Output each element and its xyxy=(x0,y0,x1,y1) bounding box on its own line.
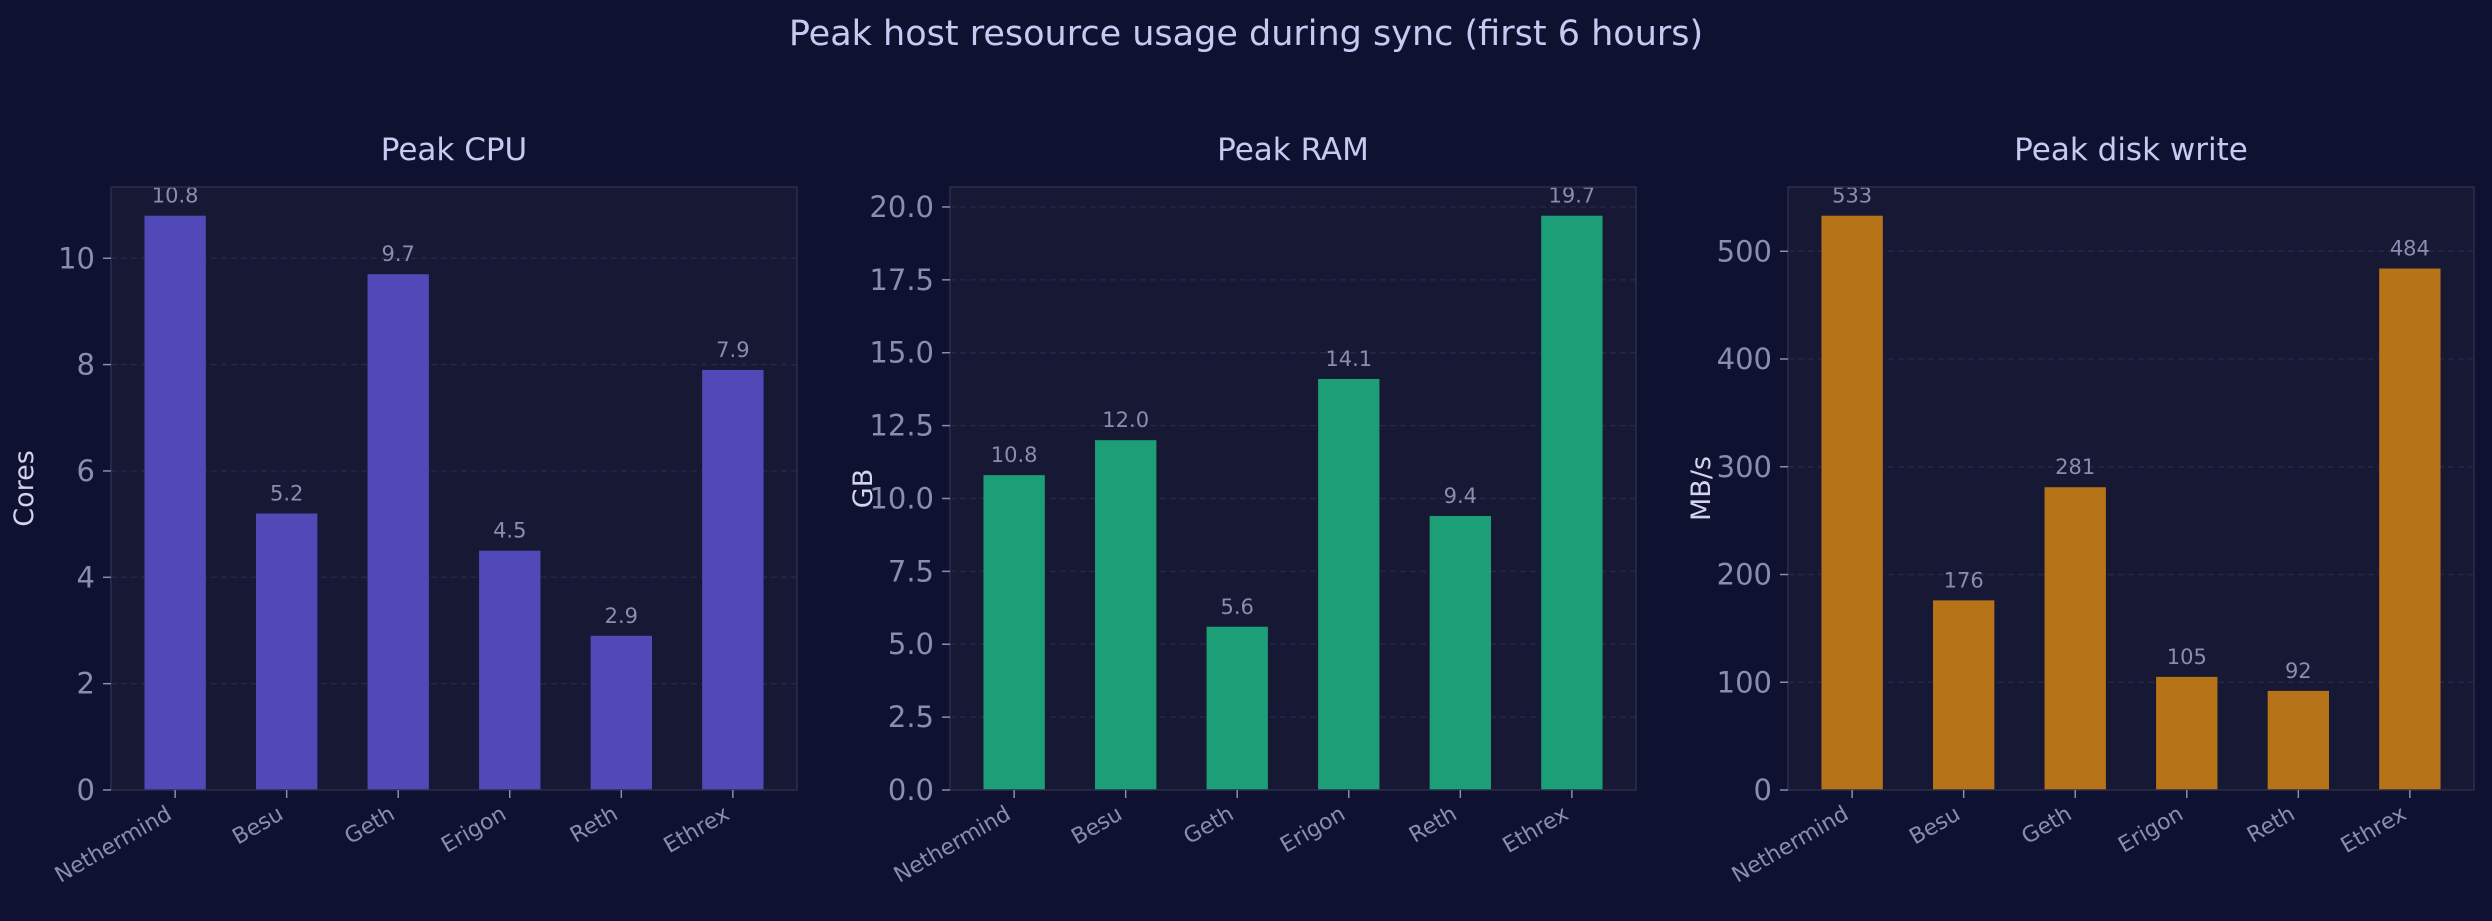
bar xyxy=(702,369,764,790)
plot-frame xyxy=(1787,186,2475,791)
bar-value-label: 9.4 xyxy=(1444,484,1477,508)
bar xyxy=(1318,378,1380,790)
bar xyxy=(983,475,1045,790)
y-tick-label: 0 xyxy=(77,773,95,807)
bar-value-label: 5.2 xyxy=(270,481,303,505)
y-tick-label: 4 xyxy=(77,560,95,594)
y-tick-label: 300 xyxy=(1717,450,1772,484)
bar xyxy=(2267,690,2329,790)
bar-value-label: 2.9 xyxy=(605,604,638,628)
bar xyxy=(1206,626,1268,790)
y-tick-label: 2.5 xyxy=(888,700,934,734)
y-tick-label: 100 xyxy=(1717,665,1772,699)
plot-area xyxy=(111,187,797,790)
plot-frame xyxy=(949,186,1637,791)
bar xyxy=(1429,515,1491,790)
bar xyxy=(144,215,206,790)
bar-value-label: 5.6 xyxy=(1221,595,1254,619)
chart-panel-2: 10.812.05.614.19.419.70.02.55.07.510.012… xyxy=(848,132,1637,888)
panel-title: Peak RAM xyxy=(1217,132,1369,168)
bar-value-label: 14.1 xyxy=(1325,347,1372,371)
figure-title: Peak host resource usage during sync (fi… xyxy=(789,14,1703,54)
bar xyxy=(2156,676,2218,790)
bar-value-label: 12.0 xyxy=(1102,408,1149,432)
plot-area xyxy=(1788,187,2474,790)
y-tick-label: 17.5 xyxy=(869,263,934,297)
bar xyxy=(1541,215,1603,790)
y-tick-label: 15.0 xyxy=(869,336,934,370)
bar-value-label: 484 xyxy=(2390,237,2430,261)
y-axis-label: Cores xyxy=(9,450,40,527)
bar xyxy=(1933,600,1995,790)
bar xyxy=(367,274,429,790)
y-tick-label: 0.0 xyxy=(888,773,934,807)
y-tick-label: 20.0 xyxy=(869,190,934,224)
plot-frame xyxy=(110,186,798,791)
bar-value-label: 7.9 xyxy=(716,338,749,362)
bar-value-label: 281 xyxy=(2055,455,2095,479)
bar-value-label: 10.8 xyxy=(991,443,1038,467)
bar-value-label: 105 xyxy=(2167,645,2207,669)
bar-value-label: 4.5 xyxy=(493,519,526,543)
bar xyxy=(590,635,652,790)
y-tick-label: 10.0 xyxy=(869,481,934,515)
y-axis-label: GB xyxy=(848,469,879,508)
plot-area xyxy=(950,187,1636,790)
y-tick-label: 400 xyxy=(1717,342,1772,376)
bar-value-label: 9.7 xyxy=(382,242,415,266)
y-tick-label: 2 xyxy=(77,667,95,701)
panel-title: Peak CPU xyxy=(381,132,528,168)
y-tick-label: 8 xyxy=(77,348,95,382)
y-tick-label: 6 xyxy=(77,454,95,488)
panel-title: Peak disk write xyxy=(2014,132,2248,168)
y-axis-label: MB/s xyxy=(1686,456,1717,521)
bar xyxy=(256,513,318,790)
bar-value-label: 92 xyxy=(2285,659,2312,683)
chart-panel-3: 533176281105924840100200300400500Netherm… xyxy=(1686,132,2475,888)
y-tick-label: 5.0 xyxy=(888,627,934,661)
bar xyxy=(479,550,541,790)
bar-value-label: 176 xyxy=(1944,568,1984,592)
y-tick-label: 200 xyxy=(1717,558,1772,592)
y-tick-label: 10 xyxy=(58,241,95,275)
y-tick-label: 7.5 xyxy=(888,554,934,588)
bar xyxy=(2044,487,2106,790)
y-tick-label: 12.5 xyxy=(869,409,934,443)
bar xyxy=(1095,440,1157,790)
y-tick-label: 0 xyxy=(1754,773,1772,807)
y-tick-label: 500 xyxy=(1717,234,1772,268)
bar xyxy=(2379,268,2441,791)
bar xyxy=(1821,215,1883,790)
